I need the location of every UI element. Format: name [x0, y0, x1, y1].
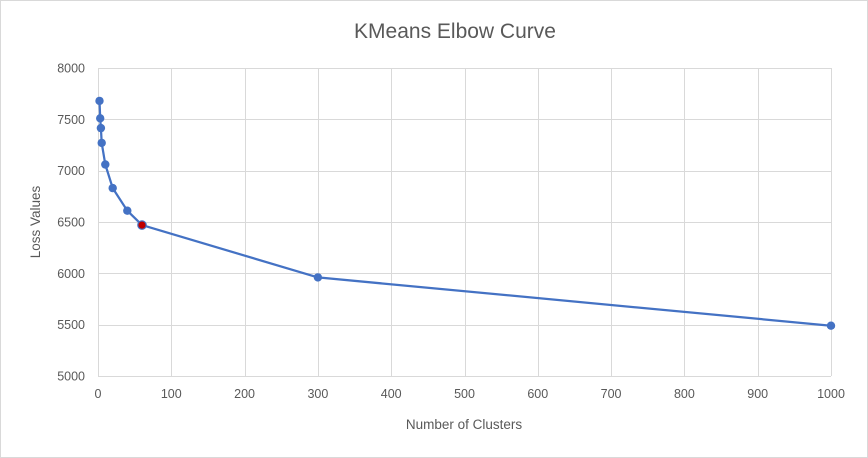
x-tick-label: 1000 [817, 387, 845, 401]
x-tick-label: 200 [234, 387, 255, 401]
x-axis-label: Number of Clusters [406, 417, 523, 432]
x-tick-label: 100 [161, 387, 182, 401]
data-point [123, 206, 132, 215]
tick-labels: 0 100 200 300 400 500 600 700 800 900 1000 5000 5500… [57, 62, 845, 402]
y-tick-label: 7500 [57, 113, 85, 127]
data-point [97, 138, 106, 148]
data-point [826, 321, 836, 330]
y-tick-label: 5500 [57, 318, 85, 332]
data-point [108, 183, 117, 193]
chart-title: KMeans Elbow Curve [354, 20, 556, 43]
data-point [101, 160, 110, 169]
data-point [95, 96, 104, 106]
y-tick-label: 6000 [57, 267, 85, 281]
y-axis-label: Loss Values [28, 185, 43, 258]
x-tick-label: 300 [307, 387, 328, 401]
y-tick-label: 7000 [57, 164, 85, 178]
y-tick-label: 5000 [57, 370, 85, 384]
x-tick-label: 600 [527, 387, 548, 401]
x-tick-label: 0 [95, 387, 102, 401]
x-tick-label: 700 [601, 387, 622, 401]
x-tick-label: 900 [747, 387, 768, 401]
x-tick-label: 800 [674, 387, 695, 401]
y-tick-label: 6500 [57, 216, 85, 230]
y-tick-label: 8000 [57, 62, 85, 76]
data-point [96, 114, 105, 123]
series-layer [95, 96, 836, 330]
data-point [313, 273, 323, 282]
gridlines [98, 68, 832, 377]
data-point [96, 123, 106, 133]
series-line [98, 100, 832, 327]
x-tick-label: 500 [454, 387, 475, 401]
x-tick-label: 400 [381, 387, 402, 401]
highlighted-data-point [137, 220, 147, 230]
